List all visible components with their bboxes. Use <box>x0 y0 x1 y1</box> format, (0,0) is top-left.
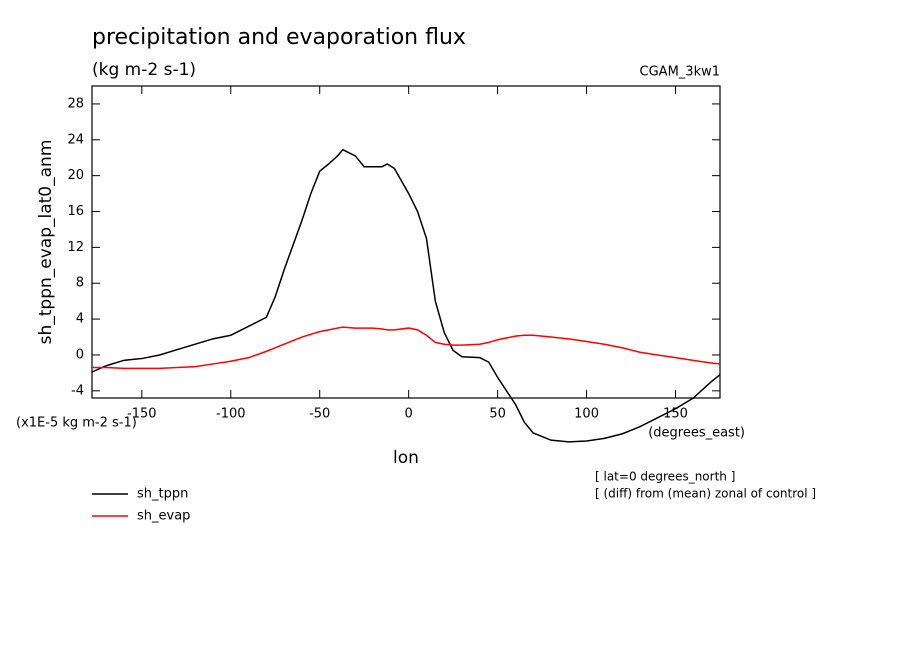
series-line <box>91 148 721 443</box>
annotation: [ (diff) from (mean) zonal of control ] <box>595 487 816 501</box>
y-tick-label: 20 <box>67 168 84 183</box>
legend-label: sh_tppn <box>137 487 188 502</box>
x-tick-label: -50 <box>309 407 330 422</box>
y-tick-label: -4 <box>71 383 84 398</box>
annotation: [ lat=0 degrees_north ] <box>595 470 735 484</box>
y-tick-label: 0 <box>76 347 84 362</box>
chart-title: precipitation and evaporation flux <box>92 25 466 50</box>
x-tick-label: 100 <box>574 407 599 422</box>
y-tick-label: 12 <box>67 240 84 255</box>
x-tick-label: 150 <box>663 407 688 422</box>
chart-subtitle: (kg m-2 s-1) <box>92 60 196 80</box>
x-axis-label: lon <box>393 448 419 468</box>
dataset-label: CGAM_3kw1 <box>640 65 720 80</box>
y-axis-label: sh_tppn_evap_lat0_anm <box>36 140 56 345</box>
x-tick-label: 0 <box>405 407 413 422</box>
legend-label: sh_evap <box>137 509 190 524</box>
y-tick-label: 4 <box>76 312 84 327</box>
y-units: (x1E-5 kg m-2 s-1) <box>16 416 137 431</box>
y-tick-label: 24 <box>67 132 84 147</box>
x-units: (degrees_east) <box>648 426 745 441</box>
x-tick-label: -100 <box>216 407 246 422</box>
series-line <box>92 326 721 370</box>
y-tick-label: 16 <box>67 204 84 219</box>
x-tick-label: -150 <box>127 407 157 422</box>
y-tick-label: 28 <box>67 96 84 111</box>
y-tick-label: 8 <box>76 276 84 291</box>
x-tick-label: 50 <box>489 407 506 422</box>
plot-frame <box>91 85 721 399</box>
